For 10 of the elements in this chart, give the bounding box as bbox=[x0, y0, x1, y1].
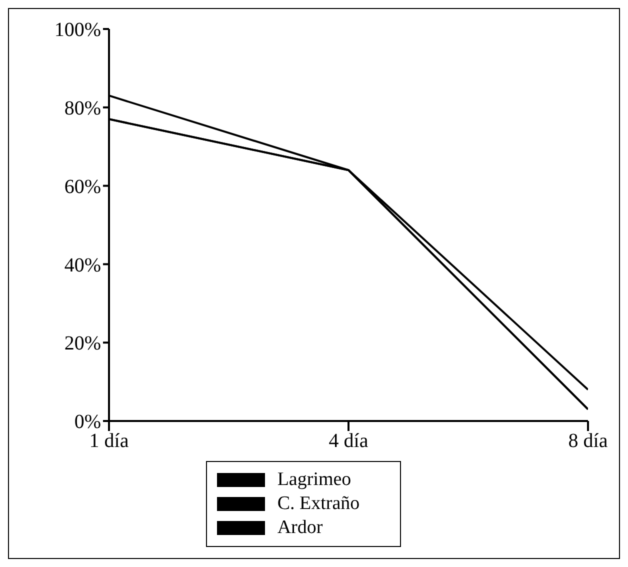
legend-label: Lagrimeo bbox=[277, 469, 352, 491]
y-tick-label: 60% bbox=[64, 176, 101, 198]
y-tick-label: 40% bbox=[64, 254, 101, 276]
y-tick-label: 100% bbox=[54, 19, 101, 42]
legend-label: Ardor bbox=[277, 517, 323, 539]
y-tick-label: 20% bbox=[64, 332, 101, 355]
y-tick-label: 80% bbox=[64, 98, 101, 120]
x-tick-label: 4 día bbox=[328, 430, 368, 452]
legend-label: C. Extraño bbox=[277, 493, 360, 515]
x-tick-label: 8 día bbox=[568, 430, 608, 452]
